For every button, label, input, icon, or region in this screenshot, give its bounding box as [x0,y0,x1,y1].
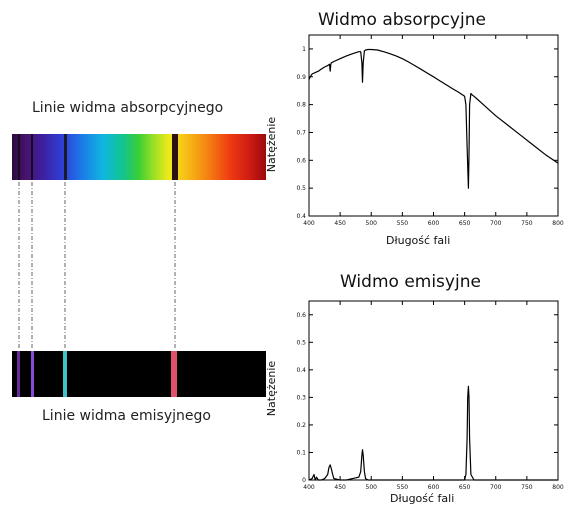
emission-y-axis-title: Natężenie [265,360,279,417]
absorption-line-3 [64,134,67,180]
absorption-line-2 [31,134,33,180]
emission-line-3 [63,351,67,397]
emission-line-2 [31,351,34,397]
absorption-line-4 [172,134,178,180]
absorption-spectrum-strip [12,134,266,180]
absorption-x-axis-title: Długość fali [386,234,451,247]
emission-spectrum-strip [12,351,266,397]
emission-strip-label: Linie widma emisyjnego [42,408,211,424]
absorption-strip-label: Linie widma absorpcyjnego [32,100,224,116]
emission-line-4 [171,351,177,397]
emission-chart-title: Widmo emisyjne [340,272,481,292]
absorption-chart-title: Widmo absorpcyjne [318,10,486,30]
emission-line-1 [17,351,20,397]
absorption-y-axis-title: Natężenie [265,116,279,173]
absorption-line-1 [18,134,20,180]
emission-x-axis-title: Długość fali [390,492,455,505]
